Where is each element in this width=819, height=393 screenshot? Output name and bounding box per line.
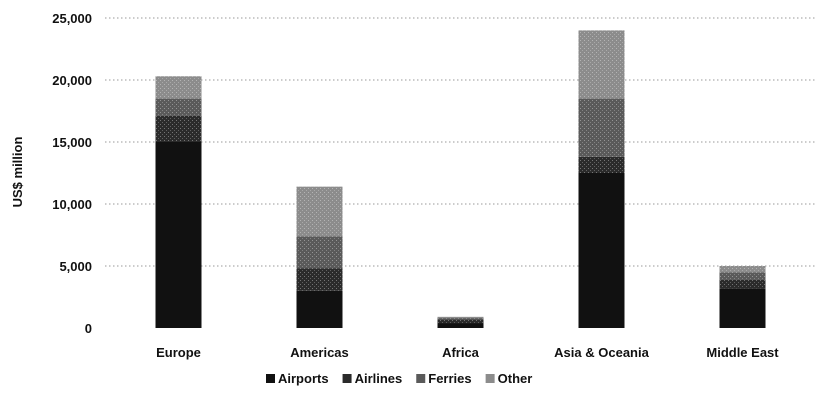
bar-segment-texture [719,266,766,273]
bar-segment-airports [437,323,484,328]
x-axis-categories: Europe Americas Africa Asia & Oceania Middle… [156,345,779,360]
x-category-label: Africa [442,345,480,360]
bar-stack-americas [296,186,343,328]
bar-segment-texture [437,319,484,324]
bar-stack-middle-east [719,266,766,328]
x-category-label: Europe [156,345,201,360]
legend-swatch [342,374,352,383]
bar-segment-texture [437,316,484,319]
legend-item-other: Other [485,371,533,386]
x-category-label: Middle East [706,345,779,360]
x-category-label: Americas [290,345,349,360]
legend-label: Airports [278,371,329,386]
legend-swatch [416,374,426,383]
y-tick-label: 15,000 [52,135,92,150]
y-tick-label: 10,000 [52,197,92,212]
bar-segment-texture [578,98,625,157]
legend-item-airports: Airports [266,371,329,386]
legend-label: Airlines [355,371,403,386]
y-tick-label: 5,000 [59,259,92,274]
bar-segment-texture [719,279,766,289]
bar-segment-texture [296,236,343,269]
bar-segment-texture [578,156,625,173]
legend-label: Ferries [428,371,471,386]
bar-segment-texture [296,268,343,291]
bar-stack-europe [155,76,202,328]
bar-segment-airports [578,173,625,328]
legend-item-airlines: Airlines [342,371,403,386]
y-tick-label: 0 [85,321,92,336]
y-tick-label: 25,000 [52,11,92,26]
bar-segment-texture [719,272,766,280]
legend-swatch [266,374,275,383]
bar-segment-texture [437,318,484,320]
y-tick-label: 20,000 [52,73,92,88]
legend-label: Other [498,371,533,386]
y-axis-ticks: 0 5,000 10,000 15,000 20,000 25,000 [52,11,92,336]
bar-segment-texture [155,115,202,142]
bar-segment-texture [578,30,625,99]
legend-swatch [485,374,495,383]
legend-item-ferries: Ferries [416,371,472,386]
bar-segment-texture [155,76,202,99]
bars [155,30,766,328]
gridlines [105,17,815,267]
x-category-label: Asia & Oceania [554,345,649,360]
bar-segment-airports [296,290,343,328]
bar-stack-asia-oceania [578,30,625,328]
y-axis-label: US$ million [10,137,25,208]
legend: Airports Airlines Ferries Other [266,371,532,386]
bar-segment-airports [155,142,202,328]
bar-stack-africa [437,316,484,328]
bar-segment-texture [296,186,343,237]
bar-segment-texture [155,98,202,116]
bar-segment-airports [719,288,766,328]
